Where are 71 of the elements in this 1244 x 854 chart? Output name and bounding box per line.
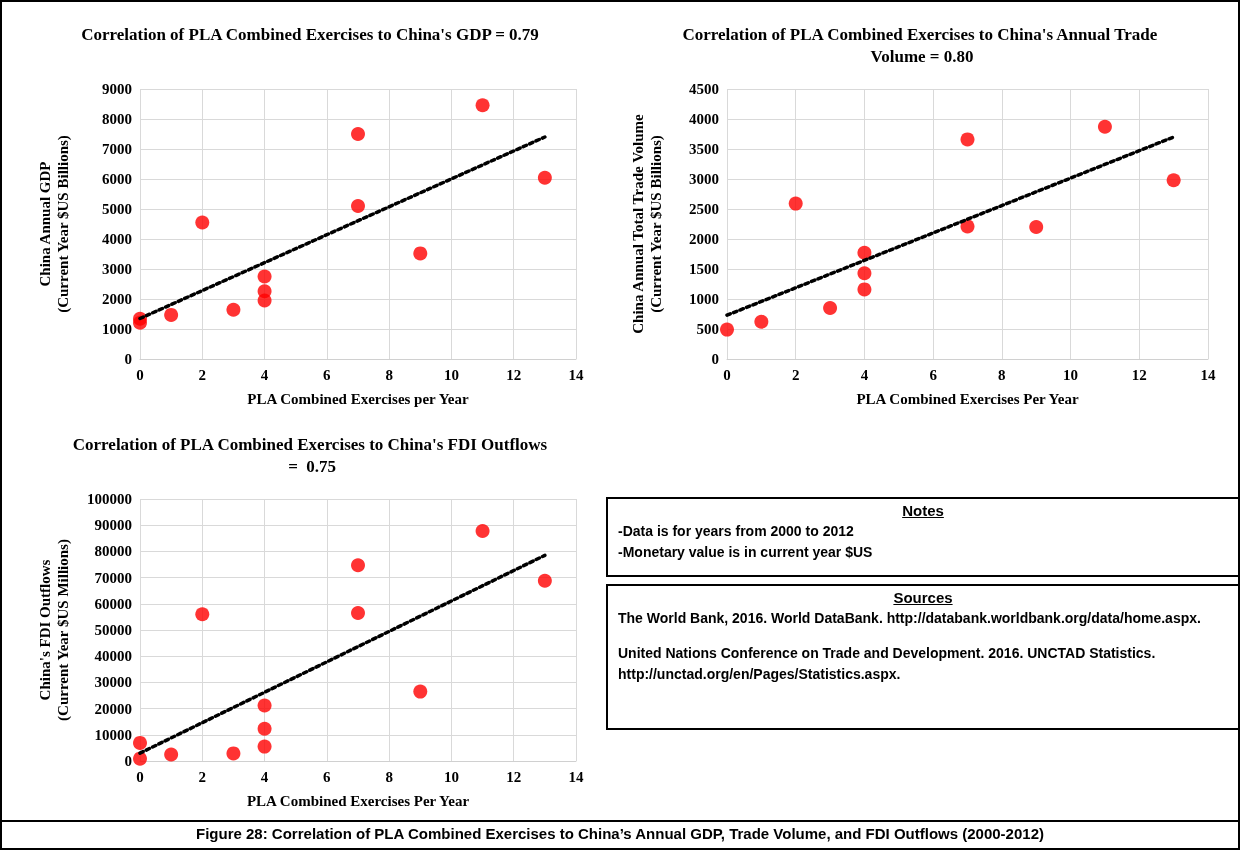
text: The World Bank, 2016. World DataBank. http://databank.worldbank.org/data/home.aspx. [618,609,1202,628]
x-tick-label: 12 [506,366,522,383]
y-tick-label: 7000 [102,141,132,157]
y-tick-label: 3000 [102,261,132,277]
y-tick-label: 50000 [94,622,132,638]
x-tick-label: 10 [443,768,459,785]
y-tick-label: 2000 [102,291,132,307]
x-tick-label: 8 [998,366,1006,383]
y-tick-label: 4500 [689,81,719,97]
y-tick-label: 4000 [689,111,719,127]
chart-title: Correlation of PLA Combined Exercises to China's Annual Trade Volume = 0.80 [682,24,1162,66]
y-tick-label: 500 [696,321,719,337]
x-tick-label: 14 [568,768,584,785]
x-axis-title: PLA Combined Exercises Per Year [246,792,470,809]
y-tick-label: 30000 [94,674,132,691]
y-tick-label: 2500 [689,201,719,217]
x-tick-label: 4 [860,366,869,383]
x-axis-title: PLA Combined Exercises per Year [247,390,470,407]
y-axis-title: China Annual Total Trade Volume (Current Year $US Billions) [630,113,665,334]
y-tick-label: 70000 [94,569,132,586]
x-tick-label: 10 [1063,366,1079,383]
y-tick-label: 4000 [102,231,132,247]
chart-title: Correlation of PLA Combined Exercises to China's FDI Outflows = 0.75 [72,434,548,476]
y-tick-label: 3500 [689,141,719,157]
x-tick-label: 0 [723,366,731,383]
x-tick-label: 14 [568,366,584,383]
text: Sources [892,589,954,606]
caption: Figure 28: Correlation of PLA Combined Exercises to China’s Annual GDP, Trade Volume, and FDI Outflows (2000-2012) [2,820,1238,848]
x-tick-label: 6 [323,366,332,383]
y-axis-title: China's FDI Outflows (Current Year $US Millions) [37,539,72,721]
x-tick-label: 10 [443,366,459,383]
x-tick-label: 12 [1131,366,1147,383]
y-tick-label: 20000 [94,700,132,717]
y-tick-label: 1000 [102,321,132,337]
y-tick-label: 1000 [689,291,719,307]
x-tick-label: 2 [791,366,800,383]
y-tick-label: 10000 [94,726,132,743]
x-tick-label: 0 [136,366,144,383]
x-tick-label: 2 [198,768,207,785]
x-tick-label: 6 [323,768,332,785]
y-tick-label: 40000 [94,648,132,665]
text: United Nations Conference on Trade and Development. 2016. UNCTAD Statistics. http://unctad.org/en/Pages/Statistics.aspx. [618,644,1157,684]
y-tick-label: 60000 [94,595,132,612]
y-tick-label: 2000 [689,231,719,247]
text: -Monetary value is in current year $US [618,543,874,562]
x-tick-label: 8 [385,366,393,383]
y-tick-label: 0 [124,351,132,367]
chart-title: Correlation of PLA Combined Exercises to China's GDP = 0.79 [81,24,539,44]
x-tick-label: 2 [198,366,207,383]
y-tick-label: 80000 [94,543,132,560]
y-tick-label: 5000 [102,201,132,217]
x-axis-title: PLA Combined Exercises Per Year [856,390,1079,407]
y-tick-label: 8000 [102,111,132,127]
y-tick-label: 0 [711,351,719,367]
x-tick-label: 14 [1200,366,1216,383]
y-tick-label: 6000 [102,171,132,187]
text: Notes [901,502,945,519]
x-tick-label: 4 [260,366,269,383]
y-tick-label: 1500 [689,261,719,277]
x-tick-label: 6 [929,366,938,383]
y-tick-label: 3000 [689,171,719,187]
y-tick-label: 90000 [94,517,132,534]
y-tick-label: 9000 [102,81,132,97]
y-tick-label: 0 [124,753,132,769]
text: -Data is for years from 2000 to 2012 [618,522,855,541]
x-tick-label: 4 [260,768,269,785]
x-tick-label: 12 [506,768,522,785]
x-tick-label: 8 [385,768,393,785]
x-tick-label: 0 [136,768,144,785]
y-tick-label: 100000 [87,491,132,507]
y-axis-title: China Annual GDP (Current Year $US Billions) [37,135,72,313]
